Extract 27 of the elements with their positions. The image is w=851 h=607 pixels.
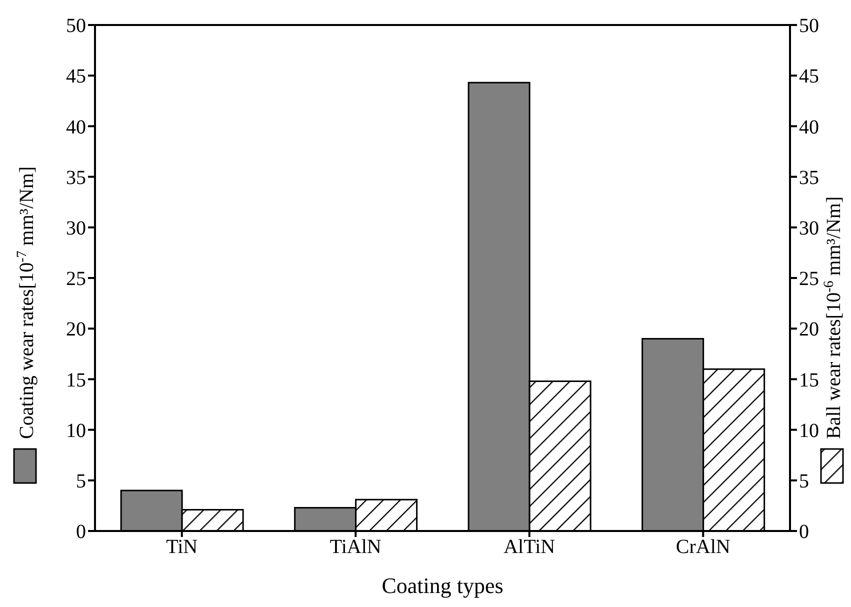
y2-tick-label: 30: [799, 218, 819, 240]
y2-tick-label: 15: [799, 369, 819, 392]
y-tick-label: 35: [66, 166, 86, 189]
y-tick-label: 20: [66, 318, 86, 341]
y-tick-label: 50: [66, 15, 86, 38]
y2-tick-label: 5: [799, 470, 809, 492]
y2-tick-label: 10: [799, 420, 819, 442]
y-tick-label: 10: [66, 420, 86, 442]
y2-tick-label: 20: [799, 318, 819, 341]
y2-tick-label: 50: [799, 15, 819, 38]
y2-tick-label: 25: [799, 268, 819, 290]
y-tick-label: 25: [66, 268, 86, 290]
y-tick-label: 5: [76, 470, 86, 492]
y2-tick-label: 0: [799, 521, 809, 544]
y-tick-label: 30: [66, 218, 86, 240]
x-tick-label: TiN: [166, 536, 198, 558]
y2-tick-label: 40: [799, 116, 819, 138]
y-tick-label: 15: [66, 369, 86, 392]
y-tick-label: 0: [76, 521, 86, 544]
x-axis-title: Coating types: [382, 573, 504, 598]
y2-tick-label: 35: [799, 166, 819, 189]
y-tick-label: 40: [66, 116, 86, 138]
y2-tick-label: 45: [799, 66, 819, 88]
x-tick-label: CrAlN: [676, 536, 730, 558]
x-tick-label: TiAlN: [330, 536, 382, 558]
x-tick-label: AlTiN: [504, 536, 556, 558]
y-tick-label: 45: [66, 66, 86, 88]
